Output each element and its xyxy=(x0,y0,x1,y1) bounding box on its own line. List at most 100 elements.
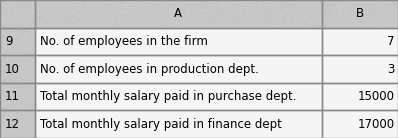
Point xyxy=(259,6,265,8)
Point xyxy=(21,81,28,83)
Point xyxy=(8,102,14,104)
Point xyxy=(15,70,21,72)
Point xyxy=(355,14,362,16)
Point xyxy=(3,35,9,37)
Point xyxy=(191,13,198,15)
Point xyxy=(36,17,42,19)
Point xyxy=(134,15,140,17)
Point xyxy=(6,95,12,97)
Point xyxy=(383,4,389,6)
Point xyxy=(142,10,148,12)
Point xyxy=(146,24,153,26)
Point xyxy=(182,10,188,12)
Point xyxy=(18,58,25,60)
Point xyxy=(254,4,260,6)
Point xyxy=(0,79,6,82)
Point xyxy=(85,19,91,21)
Point xyxy=(67,25,73,28)
Point xyxy=(392,5,398,8)
Point xyxy=(24,108,30,110)
Point xyxy=(43,8,49,10)
Point xyxy=(129,18,135,20)
Point xyxy=(20,135,26,137)
Point xyxy=(342,5,348,7)
Point xyxy=(266,4,272,6)
Point xyxy=(189,24,195,26)
Point xyxy=(9,65,15,67)
Point xyxy=(220,11,226,13)
Point xyxy=(23,71,30,73)
Point xyxy=(16,118,22,120)
Point xyxy=(323,24,329,26)
Point xyxy=(119,4,126,6)
Point xyxy=(57,1,63,3)
Point xyxy=(12,37,19,39)
Point xyxy=(63,19,70,22)
Point xyxy=(27,32,34,34)
Point xyxy=(10,72,16,74)
Point xyxy=(382,23,389,25)
Point xyxy=(303,23,310,26)
Point xyxy=(260,22,267,24)
Point xyxy=(139,24,146,26)
Point xyxy=(142,3,149,5)
Point xyxy=(25,98,32,100)
Point xyxy=(31,112,37,114)
Point xyxy=(392,7,398,9)
Point xyxy=(16,101,22,104)
Point xyxy=(377,3,383,5)
Point xyxy=(224,5,230,7)
Bar xyxy=(0,110,35,138)
Point xyxy=(267,14,274,16)
Point xyxy=(133,25,140,28)
Point xyxy=(150,4,156,7)
Point xyxy=(351,2,357,4)
Point xyxy=(19,3,25,5)
Point xyxy=(213,8,220,11)
Point xyxy=(73,8,80,10)
Point xyxy=(149,18,156,20)
Point xyxy=(344,0,350,2)
Point xyxy=(280,14,286,17)
Point xyxy=(220,16,227,18)
Point xyxy=(231,20,237,22)
Point xyxy=(234,24,241,27)
Point xyxy=(15,127,21,129)
Point xyxy=(275,5,281,7)
Point xyxy=(70,20,77,22)
Point xyxy=(27,86,34,88)
Point xyxy=(3,80,10,82)
Point xyxy=(354,1,360,3)
Point xyxy=(154,4,160,6)
Point xyxy=(2,136,8,138)
Point xyxy=(101,8,107,10)
Point xyxy=(175,19,181,21)
Point xyxy=(19,16,25,18)
Point xyxy=(1,56,7,58)
Point xyxy=(176,24,182,26)
Point xyxy=(349,22,356,25)
Point xyxy=(16,5,23,7)
Point xyxy=(61,21,68,23)
Point xyxy=(86,5,92,7)
Point xyxy=(26,1,32,3)
Point xyxy=(239,8,245,11)
Point xyxy=(294,19,300,21)
Point xyxy=(0,116,4,119)
Point xyxy=(29,71,35,73)
Point xyxy=(131,11,137,14)
Point xyxy=(15,84,21,86)
Point xyxy=(277,9,284,11)
Point xyxy=(12,55,18,57)
Point xyxy=(8,57,15,60)
Point xyxy=(9,6,15,8)
Point xyxy=(16,35,22,37)
Point xyxy=(56,24,62,27)
Point xyxy=(20,4,26,6)
Point xyxy=(139,18,146,21)
Point xyxy=(216,21,222,23)
Point xyxy=(53,9,59,11)
Point xyxy=(188,0,195,2)
Point xyxy=(10,35,16,38)
Point xyxy=(10,107,16,109)
